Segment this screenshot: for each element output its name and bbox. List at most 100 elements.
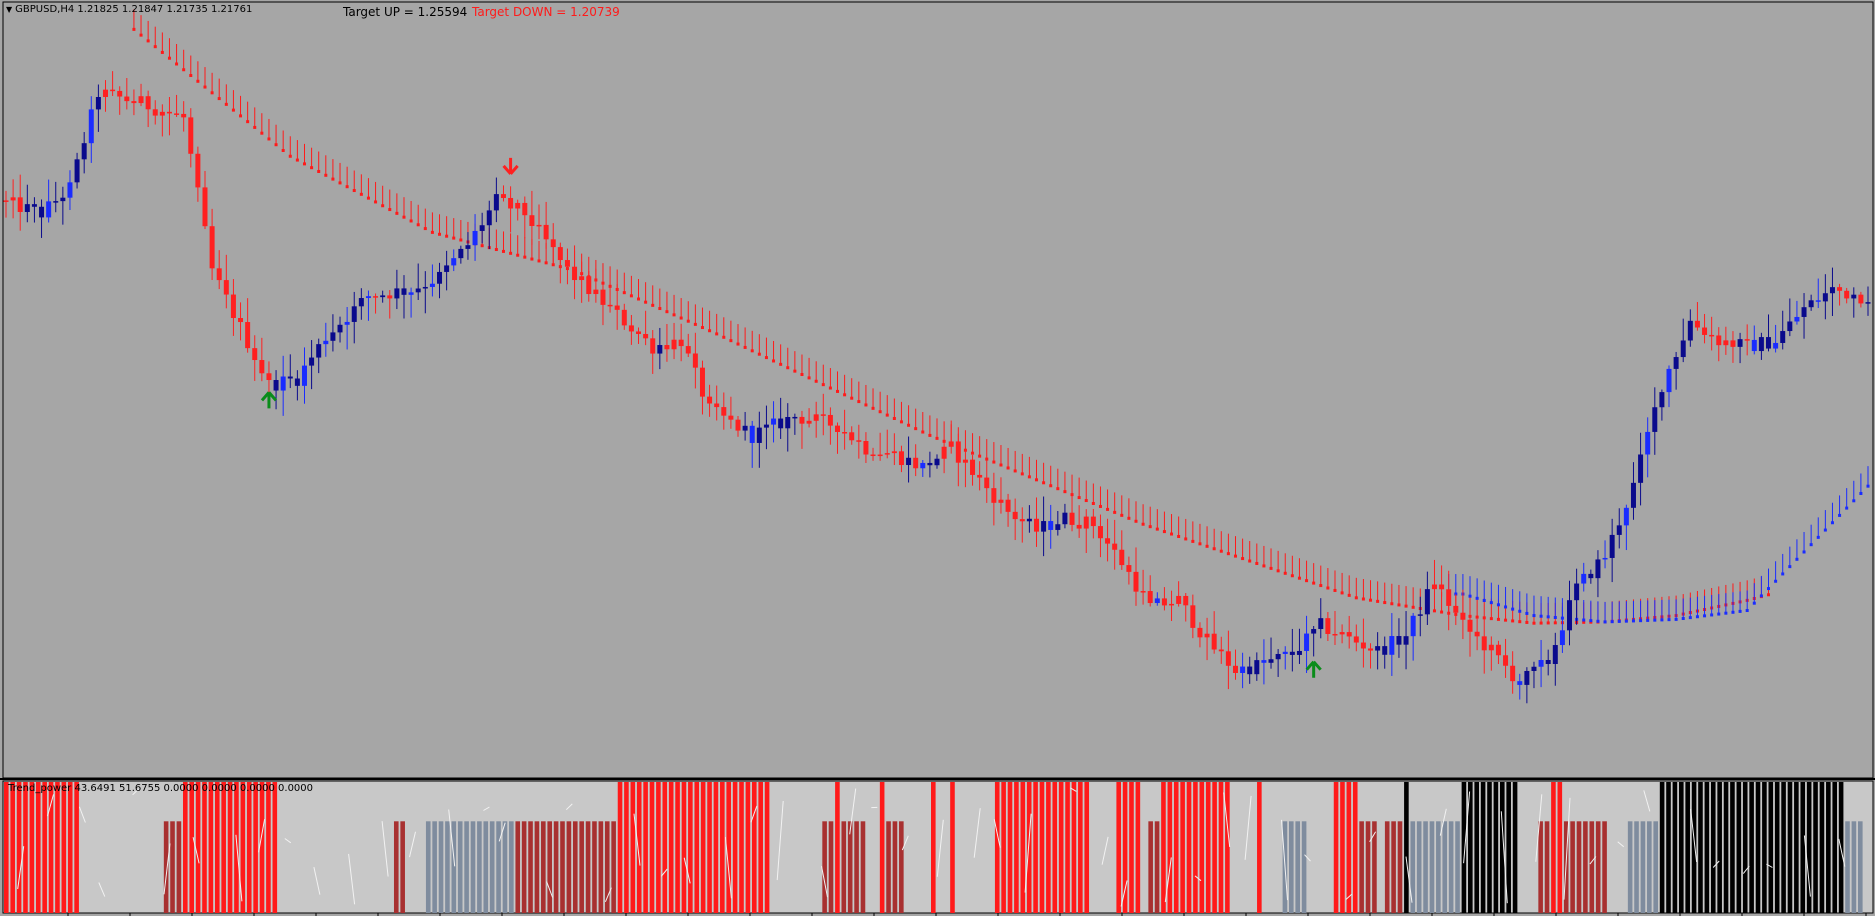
ma-red-point: [153, 45, 157, 49]
candle: [671, 322, 677, 360]
ma-red-point: [743, 345, 747, 349]
ma-red-point: [438, 232, 442, 236]
ma-blue-point: [1610, 620, 1614, 624]
histogram-bar: [732, 782, 738, 913]
candle: [756, 411, 762, 468]
candle: [827, 407, 833, 445]
histogram-bar: [745, 782, 751, 913]
histogram-bar: [1167, 782, 1173, 913]
histogram-bar: [1384, 821, 1390, 913]
ma-red-point: [210, 91, 214, 95]
histogram-bar: [55, 782, 60, 913]
candle: [1581, 562, 1587, 592]
histogram-bar: [1436, 821, 1441, 913]
candle: [1318, 598, 1324, 639]
histogram-bar: [1129, 782, 1134, 913]
ma-red-point: [1241, 557, 1245, 561]
candle: [586, 270, 592, 302]
histogram-bar: [425, 821, 431, 913]
ma-red-point: [359, 192, 363, 196]
candle: [970, 455, 976, 486]
ma-red-point: [345, 185, 349, 189]
ma-red-point: [1141, 522, 1145, 526]
candle: [1588, 569, 1594, 584]
ma-blue-point: [1852, 499, 1856, 503]
candle: [522, 196, 528, 239]
ma-blue-point: [1830, 521, 1834, 525]
ma-red-point: [999, 463, 1003, 467]
candle: [1254, 652, 1260, 681]
candle: [110, 71, 116, 97]
candle: [906, 436, 912, 483]
histogram-bar: [1474, 782, 1480, 913]
candle: [10, 179, 16, 219]
ma-red-point: [1340, 591, 1344, 595]
histogram-bar: [1218, 782, 1224, 913]
histogram-bar: [470, 821, 476, 913]
candle: [1709, 316, 1715, 351]
candle: [1574, 568, 1580, 625]
histogram-bar: [860, 821, 866, 913]
histogram-bar: [585, 821, 591, 913]
candle: [1780, 310, 1786, 350]
histogram-bar: [739, 782, 744, 913]
histogram-bar: [553, 821, 559, 913]
ma-red-point: [1404, 604, 1408, 608]
candle: [1858, 291, 1864, 308]
candle: [1552, 632, 1558, 686]
candle: [1822, 274, 1828, 320]
histogram-bar: [879, 782, 885, 913]
candle: [358, 288, 364, 320]
candle: [138, 83, 144, 107]
ma-red-point: [1376, 599, 1380, 603]
histogram-bar: [464, 821, 469, 913]
histogram-bar: [1570, 821, 1575, 913]
candle: [870, 447, 876, 461]
ma-red-point: [1361, 597, 1365, 601]
ma-blue-point: [1511, 607, 1515, 611]
candle: [500, 185, 506, 202]
ma-red-point: [821, 383, 825, 387]
histogram-bar: [643, 782, 648, 913]
candle: [579, 261, 585, 303]
candle: [479, 212, 485, 244]
histogram-bar: [1442, 821, 1448, 913]
ma-red-point: [928, 433, 932, 437]
ma-blue-point: [1596, 619, 1600, 623]
ma-red-point: [146, 39, 150, 43]
candle: [1623, 504, 1629, 551]
histogram-bar: [541, 821, 546, 913]
dropdown-triangle-icon[interactable]: ▼: [6, 5, 13, 14]
candle: [877, 432, 883, 461]
candle: [351, 291, 357, 344]
candle: [1659, 389, 1665, 421]
ma-red-point: [1475, 615, 1479, 619]
candle: [1723, 326, 1729, 355]
candle: [508, 186, 514, 233]
ma-red-point: [1312, 581, 1316, 585]
ma-red-point: [1297, 576, 1301, 580]
ma-blue-point: [1809, 543, 1813, 547]
ma-blue-point: [1646, 618, 1650, 622]
candle: [692, 332, 698, 389]
histogram-bar: [681, 782, 687, 913]
ma-red-point: [1255, 561, 1259, 565]
histogram-bar: [1046, 782, 1051, 913]
ma-red-point: [452, 236, 456, 240]
ma-red-point: [1134, 519, 1138, 523]
ma-red-point: [1049, 484, 1053, 488]
candle: [1545, 649, 1551, 676]
ma-red-point: [1148, 525, 1152, 529]
histogram-bar: [1365, 821, 1371, 913]
target-up-label: Target UP = 1.25594: [343, 5, 468, 19]
ma-red-point: [899, 420, 903, 424]
histogram-bar: [1448, 821, 1454, 913]
histogram-bar: [393, 821, 399, 913]
ma-blue-point: [1482, 598, 1486, 602]
candle: [1716, 327, 1722, 362]
ma-red-point: [772, 359, 776, 363]
histogram-bar: [688, 782, 693, 913]
ma-blue-point: [1582, 618, 1586, 622]
ma-blue-point: [1717, 612, 1721, 616]
